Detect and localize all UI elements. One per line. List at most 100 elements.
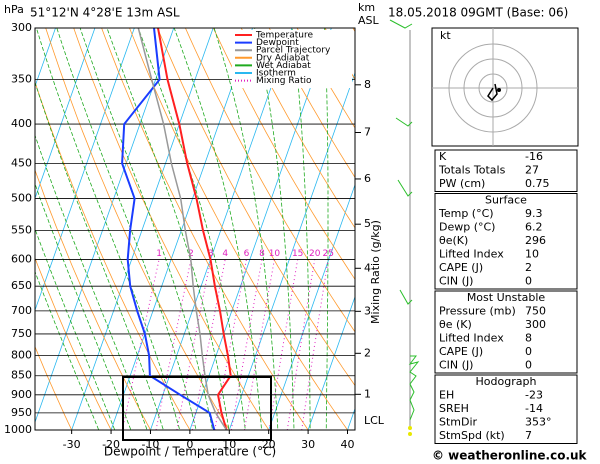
mixing-ratio-line	[268, 259, 299, 431]
hodograph-frame	[431, 27, 579, 147]
row-label: StmDir	[439, 416, 478, 429]
mixing-ratio-label: 6	[244, 249, 250, 259]
row-label: Lifted Index	[439, 248, 504, 261]
wind-barb	[389, 19, 413, 29]
row-label: K	[439, 150, 447, 163]
wet-adiabat	[79, 28, 213, 430]
row-label: CAPE (J)	[439, 261, 483, 274]
y2-tick-label: 8	[364, 78, 371, 91]
mixing-ratio-line	[301, 259, 329, 431]
y-tick-label: 300	[11, 21, 32, 34]
x-label: Dewpoint / Temperature (°C)	[104, 445, 276, 459]
row-value: -14	[525, 402, 543, 415]
dry-adiabat	[73, 28, 270, 430]
y-tick-label: 850	[11, 369, 32, 382]
row-label: EH	[439, 389, 454, 402]
legend-label: Wet Adiabat	[256, 61, 311, 71]
row-label: StmSpd (kt)	[439, 429, 505, 442]
y2-label: km	[358, 1, 375, 14]
isotherm	[268, 183, 355, 430]
dry-adiabat	[35, 168, 151, 430]
row-value: -16	[525, 150, 543, 163]
cloud-box	[122, 376, 272, 441]
y2-tick-label: 3	[364, 304, 371, 317]
y2-tick-label: 5	[364, 217, 371, 230]
y-tick-label: 500	[11, 192, 32, 205]
table-section	[434, 149, 578, 192]
wet-adiabat	[291, 28, 311, 430]
mixing-ratio-label: 2	[188, 249, 194, 259]
row-label: θe (K)	[439, 318, 472, 331]
y-tick-label: 950	[11, 406, 32, 419]
dry-adiabat	[35, 80, 191, 430]
x-tick-label: -20	[102, 438, 120, 451]
wet-adiabat	[35, 81, 164, 430]
x-tick-label: 0	[186, 438, 193, 451]
dry-adiabat	[35, 345, 73, 430]
row-value: 10	[525, 248, 539, 261]
y2-tick-label: 7	[364, 126, 371, 139]
section-title: Most Unstable	[467, 291, 546, 304]
row-value: 0	[525, 275, 532, 288]
y-tick-label: 1000	[4, 423, 32, 436]
mixing-ratio-label: 8	[259, 249, 265, 259]
row-value: -23	[525, 389, 543, 402]
mixing-ratio-label: 1	[156, 249, 162, 259]
mixing-ratio-line	[230, 259, 263, 431]
title-right: 18.05.2018 09GMT (Base: 06)	[388, 6, 568, 20]
dry-adiabat	[212, 28, 355, 281]
y-tick-label: 400	[11, 117, 32, 130]
row-value: 9.3	[525, 207, 543, 220]
legend-label: Dewpoint	[256, 38, 299, 48]
dry-adiabat	[101, 28, 309, 430]
row-label: θe(K)	[439, 234, 468, 247]
background-lines	[35, 28, 355, 430]
wind-barb	[408, 355, 420, 421]
row-label: PW (cm)	[439, 177, 485, 190]
isotherm	[110, 28, 253, 430]
row-label: CIN (J)	[439, 359, 473, 372]
mixing-ratio-line	[155, 259, 192, 431]
y-tick-label: 350	[11, 72, 32, 85]
dry-adiabat	[268, 28, 355, 179]
isotherm	[189, 28, 332, 430]
row-value: 0	[525, 359, 532, 372]
row-label: Pressure (mb)	[439, 305, 516, 318]
title-left: 51°12'N 4°28'E 13m ASL	[30, 6, 180, 20]
legend-label: Mixing Ratio	[256, 76, 312, 86]
wet-adiabat	[213, 28, 279, 430]
section-title: Hodograph	[476, 375, 537, 388]
legend-box	[232, 30, 352, 88]
legend-label: Parcel Trajectory	[256, 46, 331, 56]
wet-adiabat	[35, 134, 148, 430]
legend-label: Temperature	[255, 31, 313, 41]
mixing-ratio-label: 15	[292, 249, 303, 259]
row-label: SREH	[439, 402, 469, 415]
y2-tick-label: 6	[364, 172, 371, 185]
mixing-ratio-label: 25	[322, 249, 333, 259]
y-tick-label: 550	[11, 223, 32, 236]
wet-adiabat	[137, 28, 246, 430]
dry-adiabat	[35, 257, 112, 430]
x-tick-label: 40	[341, 438, 355, 451]
hodo-trace	[487, 83, 498, 102]
isotherm	[35, 28, 175, 424]
y2-label: ASL	[358, 14, 380, 27]
wind-barb	[397, 179, 413, 197]
x-tick-label: 30	[301, 438, 315, 451]
y-tick-label: 600	[11, 252, 32, 265]
wind-barb	[395, 117, 413, 127]
row-label: Temp (°C)	[438, 207, 494, 220]
dry-adiabat	[184, 28, 355, 333]
y-tick-label: 800	[11, 348, 32, 361]
profile-line	[157, 27, 232, 431]
row-value: 8	[525, 332, 532, 345]
table-section	[434, 193, 578, 290]
plot-layer: 1 2 3 4 6 8 10 15 20 2530035040045050055060065070…	[4, 21, 371, 451]
x-tick-label: 20	[262, 438, 276, 451]
row-label: Totals Totals	[438, 164, 506, 177]
y-label: hPa	[4, 3, 24, 16]
mixing-ratio-label: 3	[208, 249, 214, 259]
mixing-label: Mixing Ratio (g/kg)	[369, 220, 382, 324]
